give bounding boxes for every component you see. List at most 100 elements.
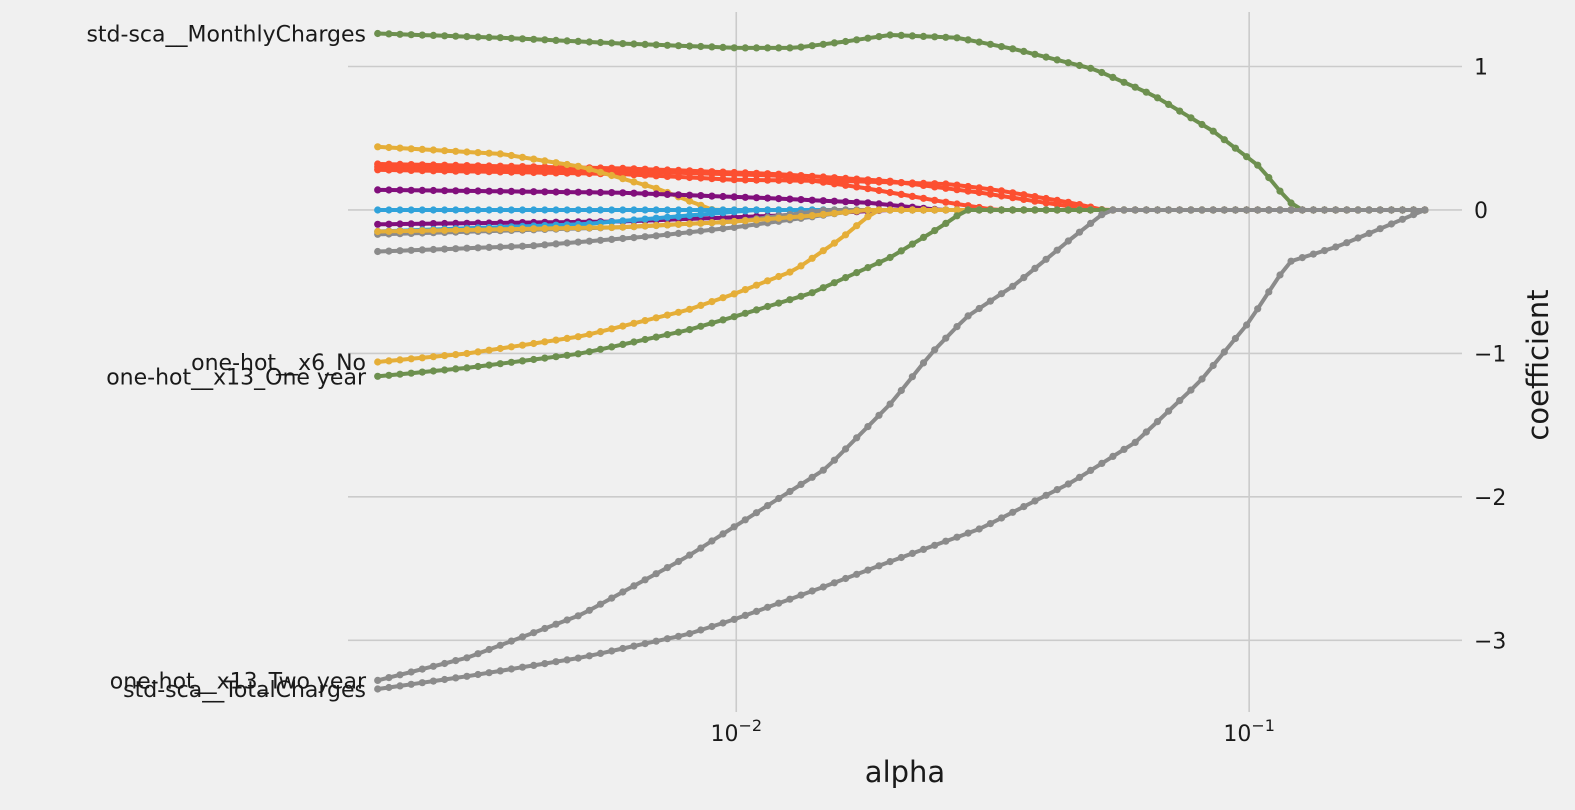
data-point	[1075, 473, 1084, 481]
data-point	[608, 39, 616, 47]
data-point	[507, 206, 515, 214]
data-point	[652, 637, 660, 645]
data-point	[797, 177, 805, 185]
data-point	[518, 633, 527, 641]
data-point	[1053, 196, 1061, 204]
data-point	[496, 206, 504, 214]
data-point	[719, 175, 727, 183]
data-point	[942, 33, 950, 41]
data-point	[630, 338, 638, 346]
data-point	[1109, 73, 1117, 81]
data-point	[374, 227, 382, 236]
data-point	[764, 603, 772, 611]
data-point	[1332, 243, 1340, 251]
data-point	[463, 33, 471, 41]
data-point	[797, 43, 805, 51]
data-point	[641, 206, 649, 214]
data-point	[1020, 191, 1028, 199]
data-point	[396, 206, 404, 214]
data-point	[541, 354, 549, 362]
data-point	[864, 34, 872, 42]
data-point	[485, 168, 493, 176]
data-point	[864, 566, 872, 574]
data-point	[1365, 206, 1373, 214]
data-point	[975, 184, 983, 192]
data-point	[552, 188, 560, 196]
data-point	[596, 600, 605, 608]
data-point	[1387, 220, 1395, 228]
data-point	[1075, 61, 1084, 70]
data-point	[1109, 452, 1117, 460]
data-point	[630, 178, 638, 186]
data-point	[1243, 321, 1251, 329]
data-point	[819, 40, 827, 48]
data-point	[552, 620, 560, 628]
data-point	[908, 32, 917, 40]
data-point	[385, 227, 393, 235]
data-point	[730, 523, 738, 531]
data-point	[864, 206, 872, 214]
data-point	[596, 649, 605, 658]
data-point	[1343, 239, 1351, 247]
data-point	[429, 186, 437, 195]
data-point	[585, 206, 594, 214]
data-point	[908, 179, 917, 187]
data-point	[385, 143, 393, 152]
data-point	[641, 190, 649, 198]
data-point	[752, 176, 761, 184]
data-point	[1142, 206, 1150, 214]
data-point	[786, 595, 794, 603]
data-point	[886, 188, 894, 197]
data-point	[708, 175, 716, 183]
data-point	[897, 206, 905, 214]
data-point	[686, 551, 694, 559]
data-point	[441, 245, 449, 253]
data-point	[1187, 386, 1195, 394]
data-point	[864, 199, 872, 207]
data-point	[585, 224, 594, 232]
data-point	[530, 225, 538, 233]
data-point	[1265, 174, 1273, 182]
data-point	[730, 193, 738, 201]
data-point	[908, 206, 917, 214]
data-point	[1376, 206, 1384, 214]
data-point	[741, 286, 749, 294]
data-point	[385, 357, 393, 365]
data-point	[418, 679, 426, 687]
data-point	[630, 216, 638, 224]
data-point	[518, 153, 527, 161]
data-point	[1254, 305, 1262, 313]
data-point	[385, 166, 393, 174]
data-point	[1142, 428, 1150, 436]
data-point	[1087, 219, 1095, 227]
data-point	[764, 277, 772, 285]
data-point	[463, 349, 471, 358]
data-point	[530, 188, 538, 196]
data-point	[942, 334, 950, 342]
data-point	[407, 369, 415, 377]
data-point	[686, 206, 694, 214]
data-point	[819, 466, 827, 474]
data-point	[1165, 407, 1173, 415]
data-point	[931, 541, 939, 549]
data-point	[1020, 274, 1028, 282]
data-point	[429, 677, 437, 685]
data-point	[897, 190, 905, 198]
data-point	[1087, 64, 1095, 72]
data-point	[875, 206, 883, 214]
data-point	[619, 322, 627, 330]
data-point	[507, 243, 515, 251]
data-point	[407, 668, 415, 676]
data-point	[1354, 206, 1362, 214]
data-point	[541, 157, 549, 165]
data-point	[819, 177, 827, 185]
data-point	[842, 445, 850, 453]
data-point	[452, 365, 460, 373]
data-point	[830, 579, 839, 587]
data-point	[808, 587, 816, 595]
data-point	[819, 583, 827, 591]
series-label: one-hot__x13_One year	[106, 365, 367, 390]
data-point	[596, 328, 605, 336]
data-point	[674, 220, 683, 228]
data-point	[997, 43, 1006, 51]
